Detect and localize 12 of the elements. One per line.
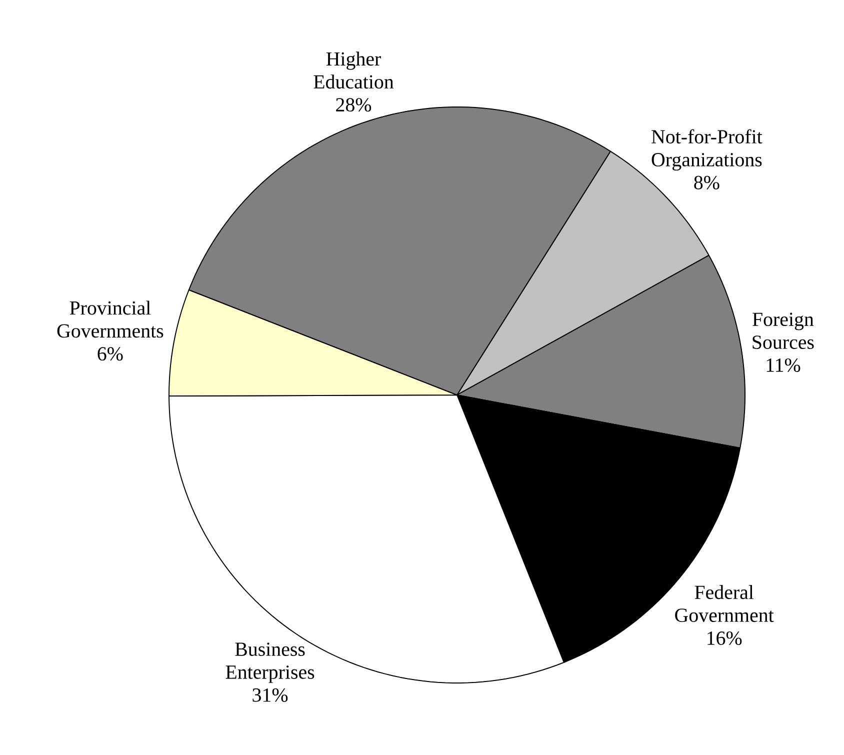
data-label: 16% (708, 631, 742, 645)
slice-label: Not-for-Profit Organizations (652, 129, 762, 171)
data-label: 6% (98, 347, 123, 361)
data-label: 8% (694, 176, 720, 190)
data-label: 11% (766, 358, 800, 372)
data-label: 28% (336, 98, 372, 112)
slice-label: Business Enterprises (226, 642, 314, 683)
slice-label: Provincial Governments (57, 300, 164, 338)
slice-label: Federal Government (675, 585, 774, 622)
slice-label: Higher Education (314, 52, 394, 89)
data-label: 31% (252, 688, 288, 702)
slice-label: Foreign Sources (752, 312, 814, 349)
